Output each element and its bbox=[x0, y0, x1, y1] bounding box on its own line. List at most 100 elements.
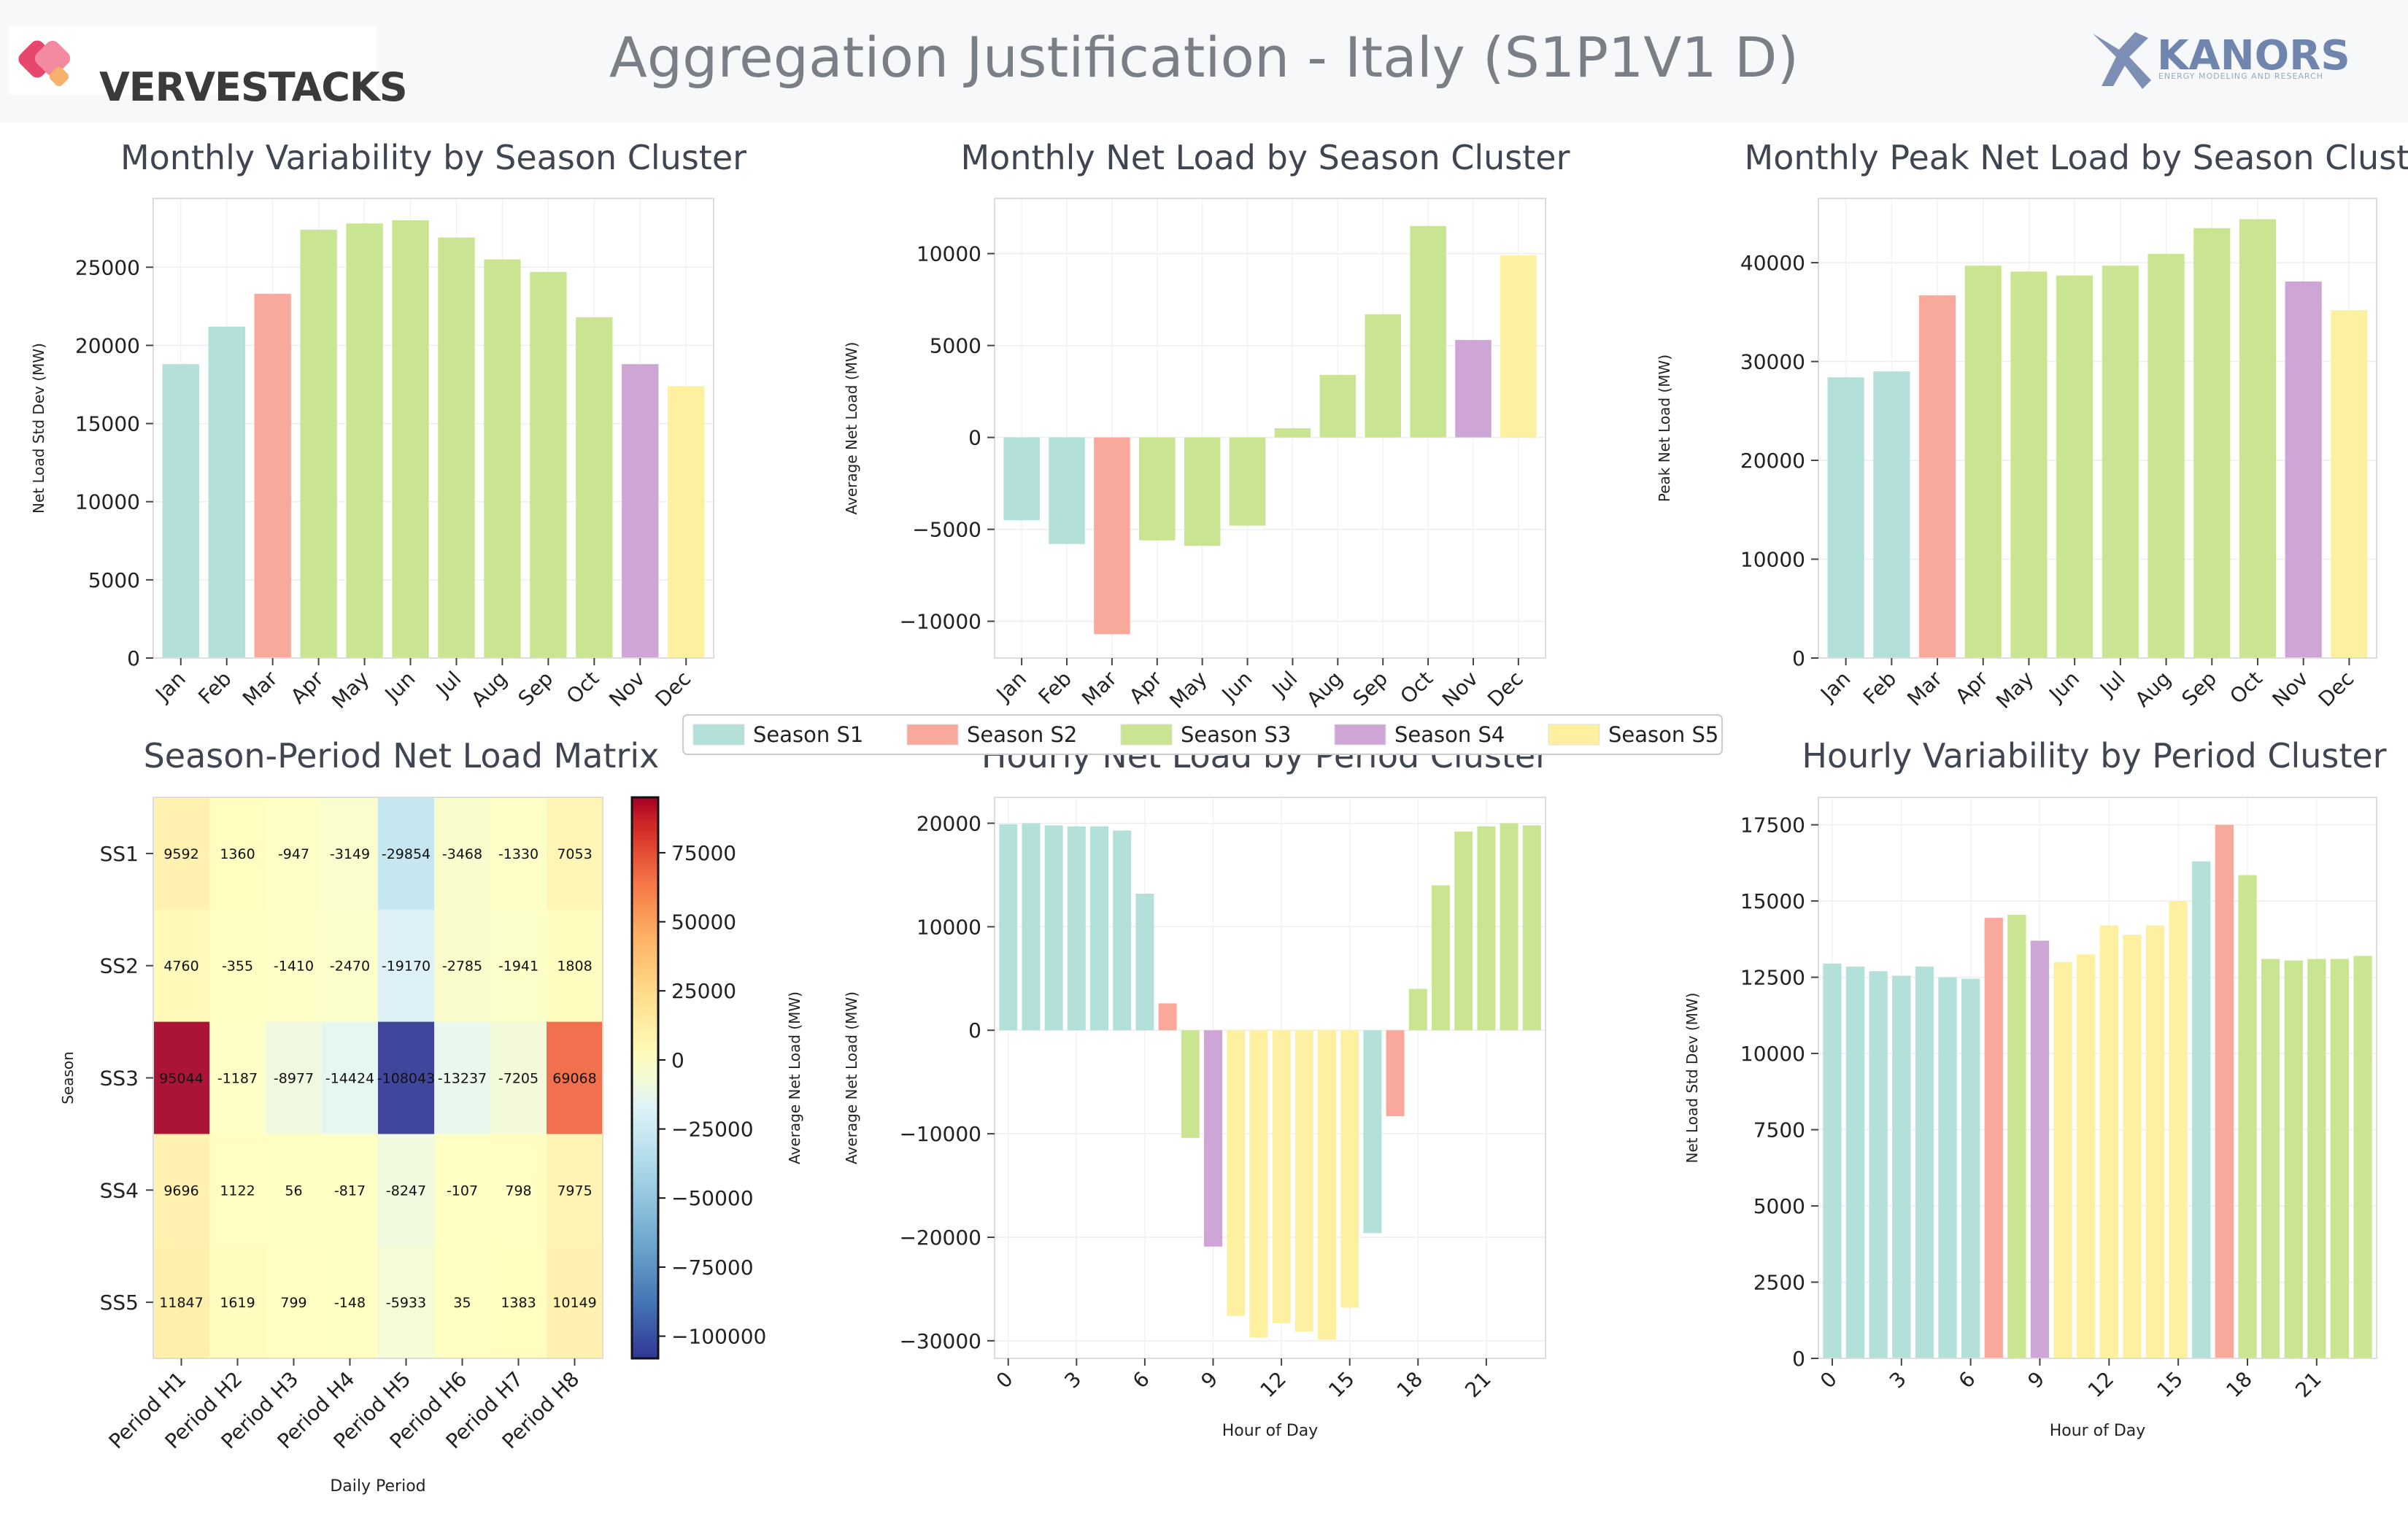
heatmap-cell-SS2-6 bbox=[434, 909, 491, 1023]
bar-netload-Dec bbox=[1500, 255, 1537, 438]
x-tick-label: 21 bbox=[1460, 1367, 1496, 1403]
bar-hourly_variability-15 bbox=[2169, 901, 2188, 1358]
y-tick-label: SS4 bbox=[100, 1178, 139, 1202]
bar-variability-Jan bbox=[162, 364, 199, 658]
y-tick-label: 30000 bbox=[1740, 350, 1805, 374]
bar-peak-Mar bbox=[1918, 295, 1956, 658]
heatmap-cell-SS5-3 bbox=[266, 1246, 323, 1359]
x-tick-label: May bbox=[1165, 667, 1211, 713]
heatmap-cell-label: -107 bbox=[447, 1183, 478, 1199]
season-legend: Season S1 Season S2 Season S3 Season S4 Seas… bbox=[682, 714, 1723, 755]
x-tick-label: Feb bbox=[193, 667, 236, 709]
heatmap-cell-SS1-6 bbox=[434, 797, 491, 910]
x-tick-label: 0 bbox=[992, 1367, 1018, 1393]
bar-hourly_variability-4 bbox=[1915, 966, 1934, 1358]
x-tick-label: Oct bbox=[1395, 667, 1438, 709]
chart-title: Monthly Variability by Season Cluster bbox=[120, 138, 746, 177]
y-tick-label: SS1 bbox=[100, 842, 139, 866]
bar-hourly_netload-8 bbox=[1181, 1030, 1200, 1138]
bar-hourly_netload-15 bbox=[1340, 1030, 1359, 1308]
heatmap-cell-label: 35 bbox=[453, 1295, 471, 1311]
bar-hourly_netload-6 bbox=[1135, 893, 1154, 1031]
x-tick-label: Jul bbox=[431, 667, 466, 703]
bar-hourly_variability-3 bbox=[1892, 975, 1911, 1358]
plot-frame bbox=[1818, 198, 2377, 659]
heatmap-cell-label: -2470 bbox=[330, 959, 370, 975]
heatmap-cell-SS5-2 bbox=[209, 1246, 266, 1359]
bar-netload-Oct bbox=[1410, 225, 1446, 438]
x-tick-label: 9 bbox=[1197, 1367, 1223, 1393]
bar-netload-Jul bbox=[1274, 428, 1311, 438]
x-tick-label: 12 bbox=[1256, 1367, 1292, 1403]
y-tick-label: 15000 bbox=[75, 412, 140, 436]
page-title: Aggregation Justification - Italy (S1P1V… bbox=[609, 25, 1799, 90]
colorbar-tick-label: 0 bbox=[671, 1048, 684, 1072]
heatmap-cell-label: 799 bbox=[280, 1295, 306, 1311]
heatmap-cell-SS3-3 bbox=[266, 1021, 323, 1134]
chart-title: Monthly Net Load by Season Cluster bbox=[960, 138, 1570, 177]
legend-label-s3: Season S3 bbox=[1181, 722, 1291, 747]
x-tick-label: Jan bbox=[150, 667, 190, 707]
bar-netload-Sep bbox=[1365, 314, 1401, 438]
x-tick-label: Mar bbox=[1902, 666, 1947, 711]
y-tick-label: 40000 bbox=[1740, 251, 1805, 275]
legend-swatch-s1 bbox=[692, 724, 745, 746]
x-tick-label: Dec bbox=[651, 667, 696, 712]
x-tick-label: Sep bbox=[2177, 667, 2222, 711]
x-tick-label: 3 bbox=[1885, 1367, 1911, 1393]
heatmap-cell-label: -19170 bbox=[382, 959, 431, 975]
x-tick-label: 12 bbox=[2083, 1367, 2119, 1403]
chart-peak: Monthly Peak Net Load by Season Cluster 0… bbox=[1656, 138, 2408, 713]
x-tick-label: Jul bbox=[1267, 667, 1303, 703]
brand-right-name: KANORS bbox=[2157, 32, 2350, 80]
bar-hourly_variability-2 bbox=[1869, 971, 1888, 1358]
y-tick-label: SS5 bbox=[100, 1291, 139, 1315]
x-tick-label: 18 bbox=[1392, 1367, 1428, 1403]
bar-peak-Aug bbox=[2147, 253, 2185, 658]
heatmap-cell-SS2-2 bbox=[209, 909, 266, 1023]
heatmap-cell-label: 9696 bbox=[163, 1183, 198, 1199]
x-tick-label: Mar bbox=[238, 666, 282, 711]
x-tick-label: Jul bbox=[2094, 667, 2130, 703]
y-tick-label: 25000 bbox=[75, 255, 140, 279]
heatmap-cell-label: 1122 bbox=[220, 1183, 255, 1199]
kanors-logo-icon bbox=[2093, 32, 2151, 89]
chart-title: Season-Period Net Load Matrix bbox=[144, 736, 660, 775]
colorbar-tick-label: 75000 bbox=[671, 841, 736, 865]
x-tick-label: Dec bbox=[1483, 667, 1528, 712]
heatmap-cell-SS4-8 bbox=[547, 1134, 603, 1247]
y-tick-label: 0 bbox=[1792, 646, 1805, 670]
heatmap-cell-SS5-8 bbox=[547, 1246, 603, 1359]
bar-hourly_variability-21 bbox=[2307, 959, 2326, 1358]
x-tick-label: 9 bbox=[2023, 1367, 2049, 1393]
heatmap-cell-SS1-8 bbox=[547, 797, 603, 910]
bar-peak-Dec bbox=[2331, 310, 2368, 658]
heatmap-cell-SS4-7 bbox=[490, 1134, 547, 1247]
y-axis-label: Net Load Std Dev (MW) bbox=[30, 343, 47, 514]
plot-frame bbox=[1818, 797, 2377, 1359]
vervestacks-logo: VERVESTACKS bbox=[9, 26, 408, 110]
heatmap-cell-SS4-6 bbox=[434, 1134, 491, 1247]
heatmap-cell-label: 56 bbox=[285, 1183, 302, 1199]
heatmap-cell-label: 7975 bbox=[557, 1183, 592, 1199]
bar-hourly_variability-5 bbox=[1938, 977, 1957, 1358]
bar-hourly_netload-12 bbox=[1272, 1030, 1291, 1323]
x-tick-label: Sep bbox=[514, 667, 558, 711]
heatmap-cell-label: -148 bbox=[334, 1295, 366, 1311]
y-tick-label: 0 bbox=[968, 1018, 981, 1042]
bar-hourly_variability-18 bbox=[2238, 875, 2257, 1358]
y-tick-label: 20000 bbox=[75, 333, 140, 357]
heatmap-cell-SS3-6 bbox=[434, 1021, 491, 1134]
heatmap-cell-SS5-5 bbox=[378, 1246, 435, 1359]
legend-swatch-s2 bbox=[906, 724, 959, 746]
bar-hourly_variability-7 bbox=[1984, 918, 2003, 1358]
heatmap-cell-label: 798 bbox=[505, 1183, 531, 1199]
bar-netload-Jun bbox=[1229, 437, 1266, 526]
chart-variability: Monthly Variability by Season Cluster 0 50… bbox=[30, 138, 746, 713]
x-tick-label: Jan bbox=[991, 667, 1031, 707]
x-tick-label: Jun bbox=[2043, 667, 2084, 708]
x-tick-label: Nov bbox=[2268, 667, 2313, 712]
y-axis-label: Peak Net Load (MW) bbox=[1656, 355, 1673, 502]
heatmap-cell-label: 1360 bbox=[220, 846, 255, 862]
y-tick-label: 0 bbox=[968, 426, 981, 450]
